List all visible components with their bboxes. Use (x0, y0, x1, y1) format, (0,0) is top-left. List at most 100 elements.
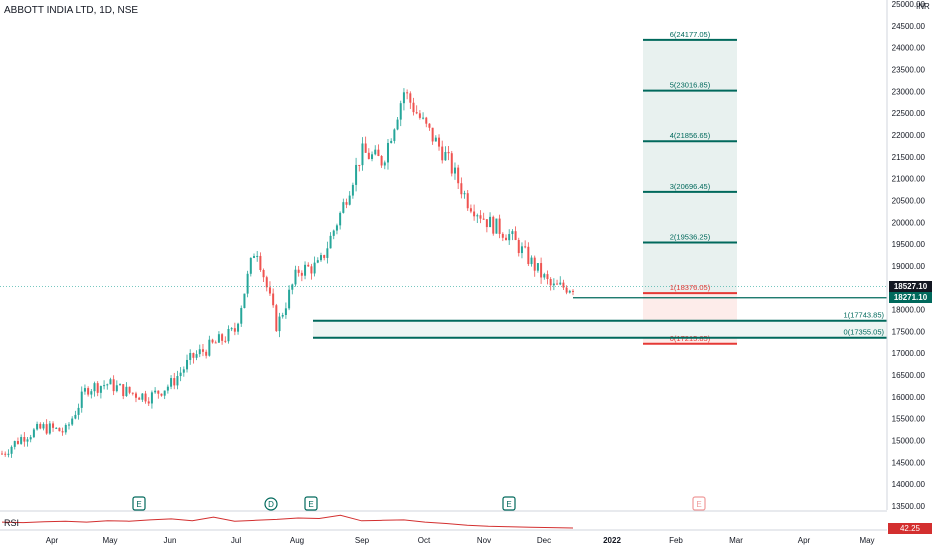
fib-level-label: 6(24177.05) (670, 30, 711, 39)
candle-body (214, 342, 217, 344)
candle-body (83, 388, 86, 392)
y-tick-label: 17500.00 (892, 327, 926, 336)
candle-body (390, 140, 393, 143)
x-tick-label: Apr (46, 536, 59, 545)
event-marker: E (692, 496, 706, 511)
x-tick-label: Dec (537, 536, 551, 545)
y-tick-label: 16500.00 (892, 371, 926, 380)
y-tick-label: 21500.00 (892, 153, 926, 162)
x-tick-label: Sep (355, 536, 370, 545)
event-marker: E (304, 496, 318, 511)
candle-body (316, 260, 319, 263)
candle-body (275, 305, 278, 332)
chart-title: ABBOTT INDIA LTD, 1D, NSE (4, 5, 139, 16)
earnings-icon (132, 496, 146, 511)
candle-body (119, 384, 122, 386)
candle-body (163, 390, 166, 396)
x-tick-label: Feb (669, 536, 683, 545)
candle-body (208, 339, 211, 356)
y-tick-label: 19500.00 (892, 240, 926, 249)
candle-body (256, 255, 259, 257)
y-tick-label: 18000.00 (892, 306, 926, 315)
y-tick-label: 14000.00 (892, 480, 926, 489)
candle-body (351, 184, 354, 196)
candle-body (103, 385, 106, 387)
candle-body (498, 218, 501, 234)
candle-body (246, 273, 249, 294)
candle-body (530, 257, 533, 265)
candle-body (396, 119, 399, 130)
earnings-icon (692, 496, 706, 511)
dividend-icon (264, 497, 278, 511)
candle-body (243, 293, 246, 309)
candle-body (444, 151, 447, 161)
candle-body (511, 231, 514, 235)
x-tick-label: Mar (729, 536, 743, 545)
candle-body (211, 339, 214, 343)
candle-body (90, 391, 93, 395)
event-label: D (268, 500, 274, 509)
candle-body (399, 103, 402, 120)
fib-level-label: 4(21856.65) (670, 131, 711, 140)
y-tick-label: 15500.00 (892, 415, 926, 424)
y-tick-label: 22000.00 (892, 131, 926, 140)
candle-body (115, 385, 118, 392)
level-price-badge: 18271.10 (889, 292, 932, 303)
candle-body (189, 353, 192, 360)
y-axis: 13500.00 14000.00 14500.00 15000.00 15500.00… (886, 0, 932, 550)
fib-level-label: 5(23016.85) (670, 81, 711, 90)
candle-body (281, 315, 284, 317)
candle-body (74, 414, 77, 419)
candle-body (425, 117, 428, 124)
rsi-pane (1, 514, 574, 529)
event-marker: E (132, 496, 146, 511)
candle-body (7, 453, 10, 455)
candle-body (335, 225, 338, 231)
candle-body (128, 386, 131, 393)
y-tick-label: 20000.00 (892, 218, 926, 227)
candle-body (125, 386, 128, 397)
candle-body (284, 308, 287, 316)
candle-body (186, 359, 189, 370)
candle-body (310, 266, 313, 274)
event-marker: D (264, 497, 278, 511)
y-axis-bg (887, 0, 932, 550)
candle-body (355, 164, 358, 185)
candle-body (150, 392, 153, 404)
candle-body (441, 146, 444, 161)
fib-level-label: 2(19536.25) (670, 233, 711, 242)
candle-body (371, 154, 374, 160)
y-tick-label: 25000.00 (892, 0, 926, 9)
candle-body (80, 391, 83, 408)
candle-body (501, 233, 504, 238)
y-tick-label: 23000.00 (892, 87, 926, 96)
candle-body (1, 453, 3, 455)
candle-body (479, 215, 482, 219)
candle-body (154, 390, 157, 393)
candle-body (182, 369, 185, 373)
candle-body (508, 234, 511, 241)
candle-body (205, 351, 208, 356)
y-tick-label: 17000.00 (892, 349, 926, 358)
support-level-label: 0(17355.05) (844, 328, 885, 337)
candle-body (514, 231, 517, 240)
candle-body (20, 437, 23, 444)
candle-body (536, 263, 539, 271)
candle-body (406, 92, 409, 94)
candle-body (466, 193, 469, 209)
candle-body (361, 143, 364, 166)
x-tick-label: May (102, 536, 117, 545)
candle-body (304, 264, 307, 276)
candle-body (122, 384, 125, 397)
candle-body (176, 376, 179, 386)
candle-body (307, 264, 310, 267)
candle-body (106, 384, 109, 386)
fib-level-label: 1(18376.05) (670, 283, 711, 292)
candle-body (556, 283, 559, 285)
candle-body (447, 151, 450, 154)
x-axis: Apr May Jun Jul Aug Sep Oct Nov Dec 2022 Feb Mar Apr… (0, 510, 887, 545)
candle-body (55, 427, 58, 429)
candle-body (141, 393, 144, 400)
candle-body (272, 293, 275, 306)
